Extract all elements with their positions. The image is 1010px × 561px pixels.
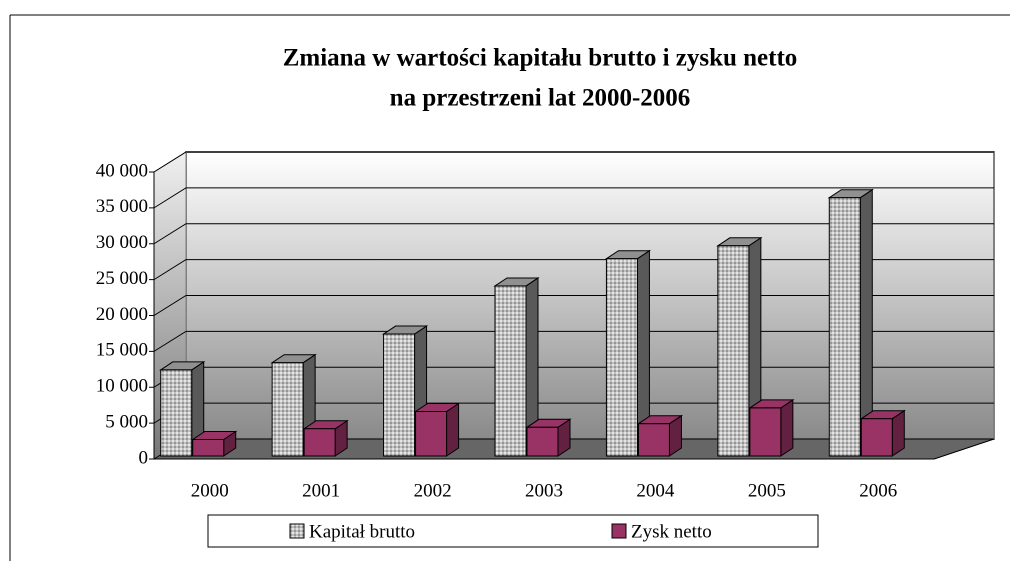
x-axis-depth [933,438,995,460]
y-tick-label: 35 000 [96,196,148,217]
y-tick-label: 25 000 [96,268,148,289]
bar [271,362,304,457]
x-tick-label: 2003 [525,480,563,501]
bar-side-shade [669,415,682,456]
bar [415,411,448,457]
bar [383,333,416,457]
bar [860,418,893,457]
x-tick-label: 2006 [859,480,897,501]
bar-side-shade [860,189,873,456]
x-tick-label: 2000 [191,480,229,501]
legend-swatch [289,523,305,539]
bar-side-shade [526,277,538,456]
legend-swatch [611,523,627,539]
bar [749,407,782,457]
chart-title: na przestrzeni lat 2000-2006 [390,85,691,112]
y-tick-label: 30 000 [96,232,148,253]
bar [160,369,193,457]
legend-label: Kapitał brutto [309,521,415,542]
grid-line [153,223,994,245]
bar-side-shade [780,399,793,456]
bar [637,423,670,457]
y-tick-label: 10 000 [96,376,148,397]
grid-line [153,151,994,173]
x-tick-label: 2001 [302,480,340,501]
bar [494,285,527,457]
y-tick-label: 20 000 [96,304,148,325]
legend-label: Zysk netto [631,521,712,542]
legend-box [207,514,819,548]
bar [717,245,750,457]
bar-side-shade [748,237,761,456]
x-tick-label: 2004 [636,480,675,501]
bar-side-shade [335,420,348,456]
grid-line [153,187,994,209]
bar-side-shade [191,361,204,456]
bar [303,428,336,457]
y-tick-label: 15 000 [96,340,148,361]
y-tick-label: 0 [139,447,149,468]
bar [605,258,638,457]
bar-side-shade [558,419,570,456]
y-tick-label: 5 000 [105,411,148,432]
bar-side-shade [446,403,459,456]
y-tick-label: 40 000 [96,160,148,181]
bar [828,197,861,457]
bar-side-shade [892,410,905,456]
bar [192,438,225,457]
chart-title: Zmiana w wartości kapitału brutto i zysk… [283,45,798,72]
bar-side-shade [637,250,650,456]
bar [526,426,559,457]
x-tick-label: 2005 [748,480,786,501]
x-tick-label: 2002 [414,480,452,501]
